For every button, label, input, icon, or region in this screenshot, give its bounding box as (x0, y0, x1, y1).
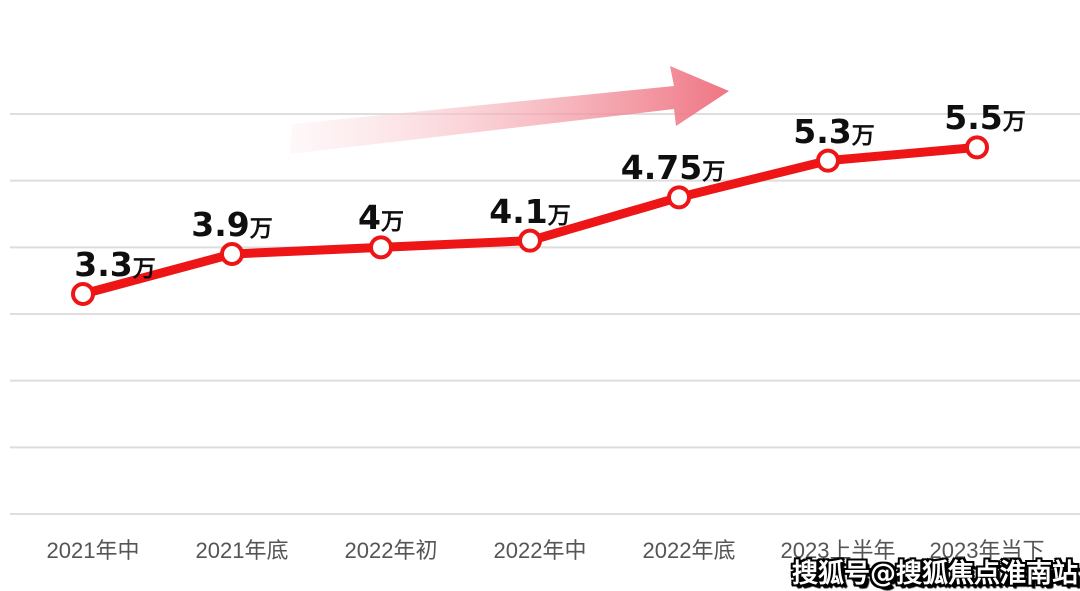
value-label: 4万 (358, 201, 404, 234)
value-number: 4 (358, 198, 381, 238)
value-unit: 万 (380, 209, 404, 236)
gridlines (10, 113, 1080, 515)
value-label: 4.75万 (621, 151, 725, 184)
data-point-marker (71, 282, 95, 306)
x-axis-label: 2022年底 (642, 538, 736, 563)
value-number: 5.3 (793, 111, 852, 151)
value-unit: 万 (249, 216, 273, 242)
data-point-marker (220, 242, 244, 266)
trend-arrow-icon (290, 66, 729, 154)
data-point-marker (816, 148, 840, 173)
value-number: 4.75 (620, 148, 703, 188)
value-number: 4.1 (489, 191, 548, 231)
data-point-marker (518, 228, 542, 253)
value-unit: 万 (132, 256, 156, 282)
x-axis-label: 2021年底 (195, 538, 289, 563)
x-axis-label: 2021年中 (46, 538, 140, 563)
value-unit: 万 (547, 202, 571, 229)
value-unit: 万 (851, 122, 875, 149)
data-point-marker (369, 235, 393, 260)
x-axis-label: 2023上半年 (780, 538, 896, 563)
value-label: 4.1万 (489, 195, 570, 228)
value-label: 5.3万 (793, 115, 874, 148)
value-label: 5.5万 (944, 101, 1025, 134)
value-label: 3.9万 (191, 208, 272, 241)
x-axis-label: 2022年初 (344, 538, 438, 563)
value-number: 5.5 (944, 98, 1003, 138)
x-axis-label: 2023年当下 (929, 538, 1045, 563)
value-unit: 万 (702, 159, 726, 186)
value-number: 3.9 (191, 205, 250, 244)
value-label: 3.3万 (74, 248, 155, 281)
data-point-marker (667, 185, 691, 210)
value-unit: 万 (1002, 109, 1026, 136)
data-point-marker (965, 135, 989, 160)
value-number: 3.3 (74, 245, 133, 284)
data-point-markers (71, 135, 989, 306)
x-axis-label: 2022年中 (493, 538, 587, 563)
watermark: 搜狐号@搜狐焦点淮南站 (791, 559, 1078, 590)
